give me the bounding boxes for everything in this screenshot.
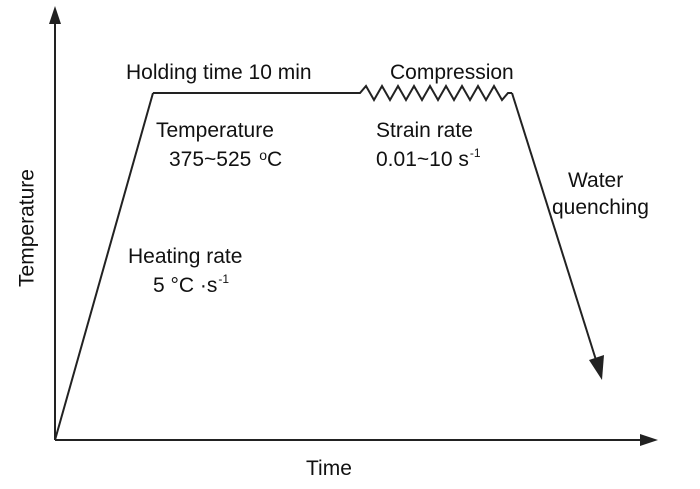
temperature-label: Temperature [156,119,274,142]
heating-rate-exponent: -1 [218,272,230,286]
heating-rate-value: 5 °C ·s-1 [153,272,230,297]
y-axis-arrow-icon [49,6,61,24]
temperature-unit: C [266,148,283,171]
holding-label: Holding time 10 min [126,61,312,84]
water-label: Water [568,169,624,192]
strain-rate-label: Strain rate [376,119,473,142]
heating-rate-label: Heating rate [128,245,243,268]
strain-rate-range: 0.01~10 s-1 [376,146,481,171]
strain-rate-range-value: 0.01~10 s [376,148,469,171]
compression-label: Compression [390,61,514,84]
quenching-line [511,92,597,361]
temperature-range: 375~525 oC [169,147,283,171]
strain-rate-exponent: -1 [469,146,481,160]
x-axis-title: Time [306,457,352,480]
degree-symbol: o [259,147,267,163]
quenching-label: quenching [552,196,649,219]
compression-zigzag [352,83,512,103]
heating-rate-number: 5 °C ·s [153,274,218,297]
y-axis-title: Temperature [15,169,39,287]
heating-ramp-line [54,92,154,441]
x-axis-arrow-icon [640,434,658,446]
quenching-arrow-icon [589,355,604,380]
temperature-range-value: 375~525 [169,148,252,171]
